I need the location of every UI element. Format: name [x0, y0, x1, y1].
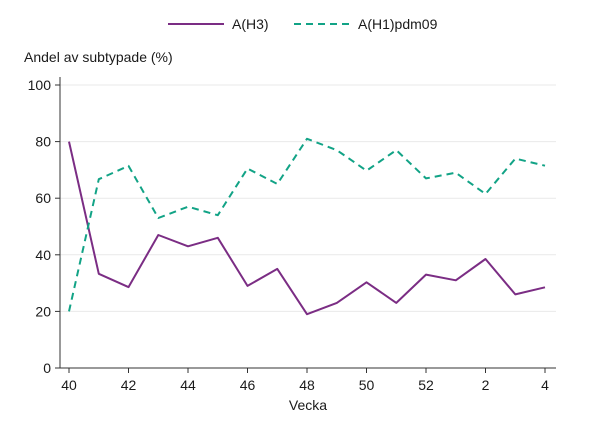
y-tick-label-0: 0: [43, 360, 51, 376]
legend-label-a-h1pdm09: A(H1)pdm09: [358, 16, 438, 32]
series-line-a-h1pdm09: [68, 137, 546, 312]
y-axis-title: Andel av subtypade (%): [24, 49, 173, 65]
axes: [59, 77, 556, 369]
x-tick-label-44: 44: [180, 377, 196, 393]
series-lines: [68, 137, 546, 316]
y-tick-label-80: 80: [35, 134, 51, 150]
x-tick-label-52: 52: [418, 377, 434, 393]
y-axis-ticks: 0 20 40 60 80 100: [28, 77, 60, 376]
x-tick-label-2: 2: [482, 377, 490, 393]
series-line-a-h3: [68, 141, 546, 316]
y-tick-label-60: 60: [35, 190, 51, 206]
gridlines: [60, 84, 556, 369]
legend-label-a-h3: A(H3): [232, 16, 269, 32]
x-tick-label-46: 46: [240, 377, 256, 393]
legend: A(H3) A(H1)pdm09: [168, 16, 438, 32]
x-tick-label-40: 40: [61, 377, 77, 393]
x-axis-ticks: 40 42 44 46 48 50 52 2 4: [61, 368, 549, 393]
y-tick-label-100: 100: [28, 77, 52, 93]
x-tick-label-42: 42: [121, 377, 137, 393]
x-tick-label-50: 50: [359, 377, 375, 393]
x-axis-title: Vecka: [289, 397, 327, 413]
y-tick-label-20: 20: [35, 303, 51, 319]
x-tick-label-4: 4: [541, 377, 549, 393]
y-tick-label-40: 40: [35, 247, 51, 263]
x-tick-label-48: 48: [299, 377, 315, 393]
